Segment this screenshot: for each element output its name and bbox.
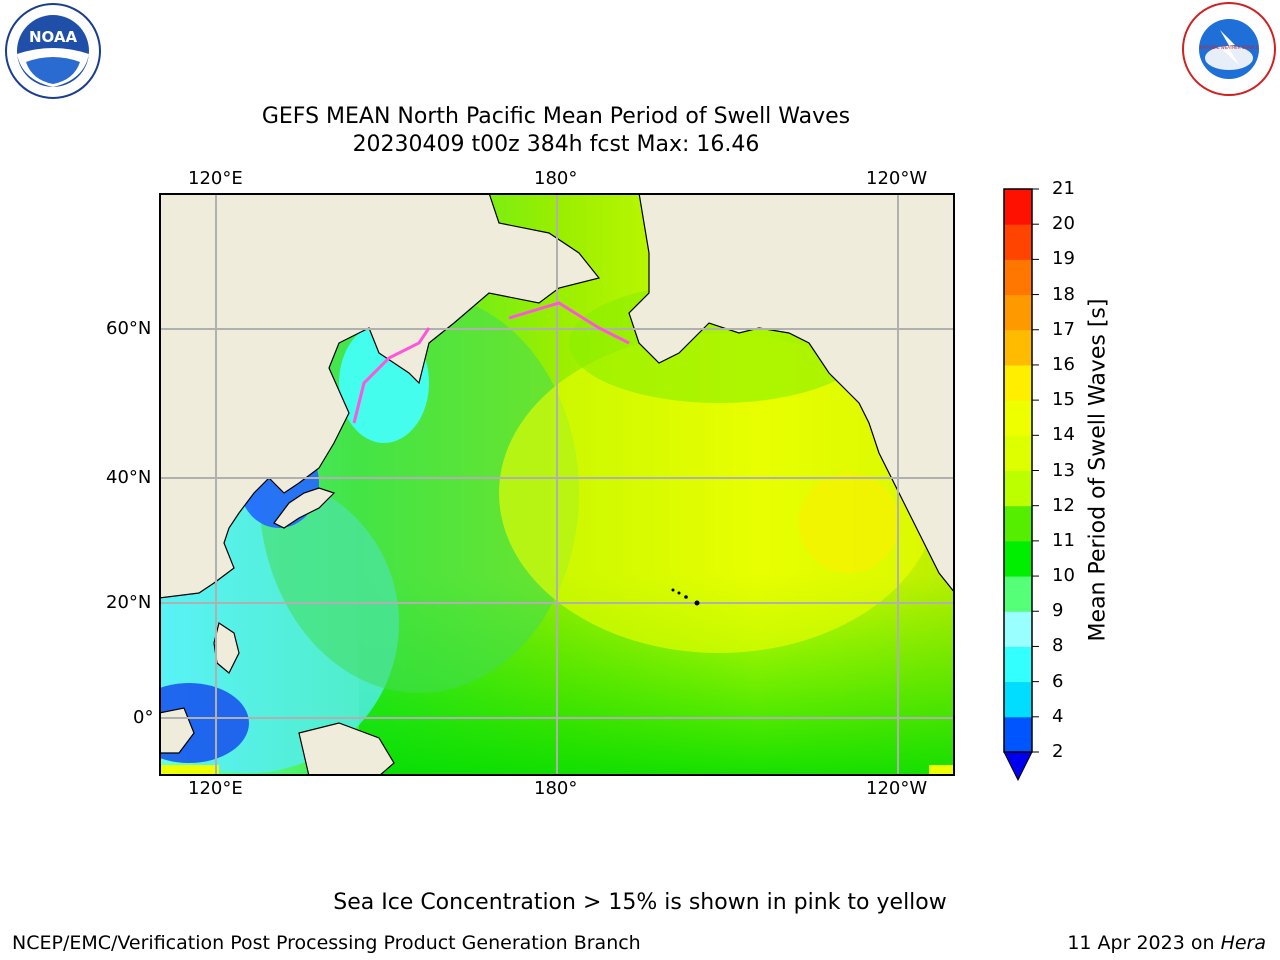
colorbar-segment xyxy=(1004,646,1032,683)
colorbar-label: Mean Period of Swell Waves [s] xyxy=(1085,298,1111,642)
land-japan xyxy=(273,487,336,529)
lon-label-top-120w: 120°W xyxy=(866,168,928,189)
colorbar-segment xyxy=(1004,540,1032,577)
lat-label-60n: 60°N xyxy=(106,318,152,339)
colorbar-segment xyxy=(1004,259,1032,296)
colorbar-tick-label: 11 xyxy=(1052,529,1075,551)
land-philippines xyxy=(213,622,240,674)
colorbar-tick-label: 16 xyxy=(1052,353,1075,375)
footer-right: 11 Apr 2023 on Hera xyxy=(1067,932,1266,954)
colorbar-segment xyxy=(1004,576,1032,612)
ocean-bottom-yellow-strip xyxy=(159,765,219,776)
colorbar-segment xyxy=(1004,364,1032,401)
colorbar-segment xyxy=(1004,400,1032,436)
noaa-logo: NOAA xyxy=(4,2,102,100)
lon-label-top-180: 180° xyxy=(534,168,578,189)
colorbar-tick-label: 8 xyxy=(1052,635,1064,657)
colorbar-segment xyxy=(1004,470,1032,507)
land-asia xyxy=(159,193,955,599)
colorbar-tick-label: 10 xyxy=(1052,565,1075,587)
colorbar-tick-label: 6 xyxy=(1052,670,1064,692)
colorbar-segment xyxy=(1004,681,1032,718)
chart-title-line1: GEFS MEAN North Pacific Mean Period of S… xyxy=(261,104,851,129)
ocean-east-warm-region xyxy=(799,473,899,573)
lon-label-bottom-120e: 120°E xyxy=(188,778,243,799)
colorbar-tick-label: 14 xyxy=(1052,424,1075,446)
land-borneo xyxy=(159,707,195,754)
hawaii-islands xyxy=(671,588,700,606)
colorbar-tick-label: 15 xyxy=(1052,389,1075,411)
colorbar xyxy=(1003,188,1039,782)
lon-label-bottom-120w: 120°W xyxy=(866,778,928,799)
lon-label-bottom-180: 180° xyxy=(534,778,578,799)
footer-date: 11 Apr 2023 on xyxy=(1067,932,1221,954)
colorbar-segment xyxy=(1004,716,1032,753)
footer-machine: Hera xyxy=(1220,932,1266,954)
swell-period-map xyxy=(159,193,955,776)
colorbar-tick-label: 4 xyxy=(1052,705,1064,727)
colorbar-segment xyxy=(1004,611,1032,647)
lat-label-40n: 40°N xyxy=(106,467,152,488)
map-frame xyxy=(159,193,955,776)
colorbar-tick-label: 20 xyxy=(1052,213,1075,235)
nws-logo: NATIONAL WEATHER SERVICE xyxy=(1180,0,1278,98)
colorbar-tick-label: 19 xyxy=(1052,248,1075,270)
colorbar-tick-label: 12 xyxy=(1052,494,1075,516)
sea-ice-note: Sea Ice Concentration > 15% is shown in … xyxy=(333,890,947,915)
lon-label-top-120e: 120°E xyxy=(188,168,243,189)
colorbar-tick-label: 2 xyxy=(1052,741,1064,762)
ocean-bottom-yellow-strip-east xyxy=(929,765,955,776)
land-north-america xyxy=(628,193,955,594)
ocean-east-high-period xyxy=(499,333,939,653)
chart-title-line2: 20230409 t00z 384h fcst Max: 16.46 xyxy=(352,132,760,157)
nws-logo-text: NATIONAL WEATHER SERVICE xyxy=(1199,45,1259,50)
lat-label-0: 0° xyxy=(133,707,154,728)
lat-label-20n: 20°N xyxy=(106,592,152,613)
land-new-guinea xyxy=(298,722,395,776)
colorbar-segment xyxy=(1004,294,1032,331)
colorbar-under-arrow xyxy=(1003,751,1033,782)
colorbar-tick-label: 9 xyxy=(1052,600,1064,622)
noaa-logo-text: NOAA xyxy=(29,28,78,46)
sea-ice-fringe xyxy=(352,301,630,424)
footer-left: NCEP/EMC/Verification Post Processing Pr… xyxy=(12,932,641,954)
colorbar-tick-label: 13 xyxy=(1052,459,1075,481)
colorbar-tick-label: 18 xyxy=(1052,283,1075,305)
colorbar-tick-label: 17 xyxy=(1052,318,1075,340)
colorbar-segment xyxy=(1004,435,1032,471)
graticule xyxy=(159,193,955,776)
colorbar-segment xyxy=(1004,505,1032,542)
colorbar-segment xyxy=(1004,224,1032,260)
colorbar-segment xyxy=(1004,329,1032,366)
colorbar-segment xyxy=(1004,189,1032,225)
colorbar-tick-label: 21 xyxy=(1052,178,1075,199)
